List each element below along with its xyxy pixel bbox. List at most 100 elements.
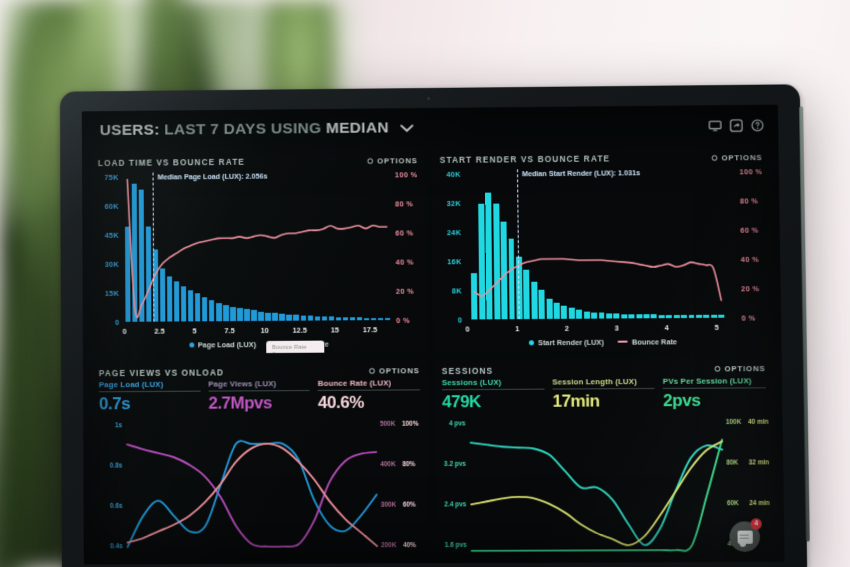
legend-item[interactable]: Bounce Rate xyxy=(617,337,677,346)
kpi-label: Bounce Rate (LUX) xyxy=(317,377,392,388)
y-axis-tick: 0.6s xyxy=(109,502,123,510)
tooltip-title: Bounce Rate xyxy=(272,344,307,351)
legend-item[interactable]: Page Load (LUX) xyxy=(188,339,257,349)
legend-label: Page Load (LUX) xyxy=(197,339,257,349)
panel-title: START RENDER VS BOUNCE RATE xyxy=(439,153,611,165)
y2-axis-tick: 100 % xyxy=(739,166,763,176)
x-axis-tick: 1 xyxy=(515,323,520,333)
x-axis-tick: 0 xyxy=(465,324,470,334)
kpi-page-load[interactable]: Page Load (LUX) 0.7s xyxy=(98,379,201,413)
line-series[interactable] xyxy=(127,440,377,547)
bounce-rate-line xyxy=(466,168,737,322)
y-axis-tick: 16K xyxy=(447,256,462,266)
y-axis-tick: 1.6 pvs xyxy=(444,541,467,549)
gear-icon xyxy=(713,365,720,372)
chat-unread-badge: 4 xyxy=(750,518,762,530)
y-axis-tick-secondary: 100K xyxy=(725,418,742,426)
y2-axis-tick: 0 % xyxy=(741,312,756,323)
options-button[interactable]: OPTIONS xyxy=(368,366,420,375)
tooltip-subtitle: 7s xyxy=(272,351,319,353)
panel-sessions: SESSIONS OPTIONS Sessions (LUX) 479K xyxy=(433,356,777,564)
plot-start-render: 40K 32K 24K 16K 8K 0 100 % 80 % 60 % 40 % 20 % 0 % 0… xyxy=(446,167,762,333)
y2-axis-tick: 80 % xyxy=(395,198,414,208)
x-axis-tick: 3 xyxy=(614,322,619,333)
page-title: USERS: LAST 7 DAYS USING MEDIAN xyxy=(100,119,414,140)
webcam xyxy=(426,96,430,101)
kpi-page-views[interactable]: Page Views (LUX) 2.7Mpvs xyxy=(208,378,310,412)
y2-axis-tick: 20 % xyxy=(395,286,415,296)
kpi-bounce-rate[interactable]: Bounce Rate (LUX) 40.6% xyxy=(317,377,420,412)
y2-axis-tick: 60 % xyxy=(740,225,759,235)
x-axis-tick: 10 xyxy=(260,325,269,335)
mini-line-chart xyxy=(470,419,723,561)
app-header: USERS: LAST 7 DAYS USING MEDIAN xyxy=(82,105,779,152)
legend-dot-icon xyxy=(188,341,194,347)
laptop-device: USERS: LAST 7 DAYS USING MEDIAN xyxy=(59,84,810,567)
tooltip-bounce-rate: Bounce Rate 7s 57.1% xyxy=(266,340,325,354)
legend-item[interactable]: Start Render (LUX) xyxy=(528,337,604,347)
options-button[interactable]: OPTIONS xyxy=(710,152,763,163)
y-axis-tick-tertiary: 60% xyxy=(402,500,416,509)
monitor-icon[interactable] xyxy=(708,119,721,132)
y-axis-tick: 40K xyxy=(446,169,461,179)
y2-axis-tick: 40 % xyxy=(740,254,760,264)
kpi-divider xyxy=(441,388,545,390)
kpi-value: 2pvs xyxy=(663,390,701,410)
kpi-session-length[interactable]: Session Length (LUX) 17min xyxy=(552,376,655,411)
y-axis-tick-tertiary: 24 min xyxy=(749,499,770,507)
x-axis-tick: 2 xyxy=(564,323,570,333)
y-axis-tick: 15K xyxy=(104,288,120,298)
y-axis-tick: 1s xyxy=(114,422,123,430)
share-icon[interactable] xyxy=(730,119,743,132)
options-button[interactable]: OPTIONS xyxy=(366,156,418,165)
y-axis-tick-secondary: 400K xyxy=(380,460,396,468)
plot-page-views: 1s 0.8s 0.6s 0.4s 500K 400K 300K 200K 100% 80% 60%… xyxy=(110,420,419,562)
y-axis-tick: 60K xyxy=(104,201,119,211)
options-label: OPTIONS xyxy=(724,364,766,374)
options-label: OPTIONS xyxy=(377,155,418,166)
x-axis-tick: 5 xyxy=(714,322,719,332)
panel-load-time-vs-bounce-rate: LOAD TIME VS BOUNCE RATE OPTIONS 75K 60K 4… xyxy=(89,148,428,354)
title-metric: MEDIAN xyxy=(325,119,389,137)
gear-icon xyxy=(368,367,375,374)
options-button[interactable]: OPTIONS xyxy=(713,364,766,374)
y-axis-tick: 0 xyxy=(457,314,463,325)
panel-header: LOAD TIME VS BOUNCE RATE OPTIONS xyxy=(98,153,418,170)
x-axis-tick: 2.5 xyxy=(154,326,165,336)
y-axis-tick-tertiary: 32 min xyxy=(748,458,770,467)
mini-line-chart xyxy=(127,421,377,562)
chevron-down-icon[interactable] xyxy=(400,124,414,133)
kpi-label: PVs Per Session (LUX) xyxy=(662,375,752,386)
kpi-pvs-per-session[interactable]: PVs Per Session (LUX) 2pvs xyxy=(662,375,766,410)
kpi-row: Page Load (LUX) 0.7s Page Views (LUX) 2.… xyxy=(98,377,420,413)
line-series[interactable] xyxy=(471,441,724,545)
dashboard-panels: LOAD TIME VS BOUNCE RATE OPTIONS 75K 60K 4… xyxy=(89,144,777,565)
y2-axis-tick: 0 % xyxy=(396,315,410,325)
y-axis-tick: 24K xyxy=(446,227,462,237)
y-axis-tick: 8K xyxy=(451,285,463,295)
y-axis-tick: 0.4s xyxy=(110,542,123,550)
y2-axis-tick: 40 % xyxy=(395,257,414,267)
line-series[interactable] xyxy=(471,439,724,551)
kpi-value: 0.7s xyxy=(98,393,131,413)
x-axis-tick: 15 xyxy=(330,324,339,335)
chart-area: 75K 60K 45K 30K 15K 0 100 % 80 % 60 % 40 % 20 % 0 %… xyxy=(90,166,428,354)
y-axis-tick-secondary: 300K xyxy=(380,501,397,509)
kpi-row: Sessions (LUX) 479K Session Length (LUX)… xyxy=(441,375,766,411)
chart-legend: Page Load (LUX) Bounce Rate xyxy=(91,338,428,349)
kpi-sessions[interactable]: Sessions (LUX) 479K xyxy=(441,377,545,411)
y-axis-tick: 3.2 pvs xyxy=(443,460,466,468)
legend-line-icon xyxy=(617,340,629,343)
line-series[interactable] xyxy=(471,441,724,545)
legend-dot-icon xyxy=(528,339,535,345)
kpi-value: 17min xyxy=(552,390,600,411)
help-icon[interactable] xyxy=(751,118,764,131)
options-label: OPTIONS xyxy=(721,152,763,162)
kpi-divider xyxy=(552,387,655,390)
kpi-label: Sessions (LUX) xyxy=(441,377,502,387)
header-icon-group xyxy=(708,118,764,132)
y-axis-tick-tertiary: 80% xyxy=(402,460,416,468)
panel-title: SESSIONS xyxy=(441,365,494,376)
chat-widget[interactable]: 4 xyxy=(729,518,762,553)
